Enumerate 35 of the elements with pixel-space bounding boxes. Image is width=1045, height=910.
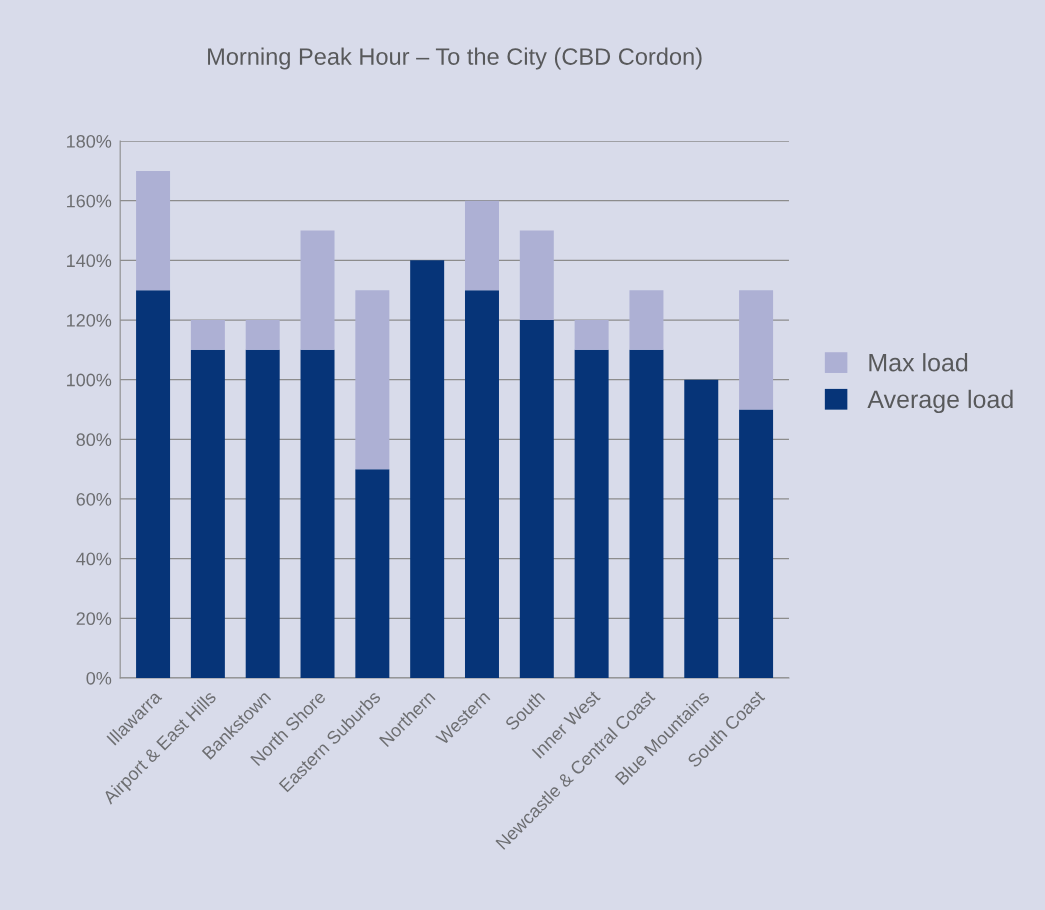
- y-tick-label: 180%: [67, 134, 112, 148]
- bar: [300, 349, 335, 678]
- bar: [190, 349, 225, 678]
- bar: [136, 290, 171, 678]
- bar: [355, 290, 390, 470]
- y-tick-label: 40%: [76, 552, 112, 566]
- y-tick-label: 120%: [67, 313, 112, 327]
- bar: [574, 349, 609, 678]
- legend-label: Max load: [869, 353, 968, 372]
- y-tick-label: 160%: [67, 194, 112, 208]
- bar: [190, 320, 225, 350]
- chart-title: Morning Peak Hour – To the City (CBD Cordon): [208, 47, 702, 70]
- bar: [464, 200, 499, 291]
- bar: [739, 290, 774, 410]
- legend-label: Average load: [867, 389, 1013, 414]
- bar: [739, 409, 774, 678]
- y-tick-label: 100%: [67, 373, 112, 387]
- bar: [136, 170, 171, 291]
- bar: [629, 290, 664, 350]
- bar: [574, 320, 609, 350]
- bar: [245, 320, 280, 350]
- bar: [519, 230, 554, 321]
- bar: [629, 349, 664, 678]
- y-tick-label: 60%: [76, 492, 112, 506]
- bar: [300, 230, 335, 350]
- y-tick-label: 80%: [76, 433, 112, 447]
- bar: [410, 260, 445, 678]
- bar: [684, 379, 719, 678]
- bar: [464, 290, 499, 678]
- bar: [519, 320, 554, 678]
- y-tick-label: 140%: [67, 254, 112, 268]
- y-tick-label: 20%: [76, 612, 112, 626]
- bar: [355, 469, 390, 678]
- bar: [245, 349, 280, 678]
- y-tick-label: 0%: [86, 671, 112, 685]
